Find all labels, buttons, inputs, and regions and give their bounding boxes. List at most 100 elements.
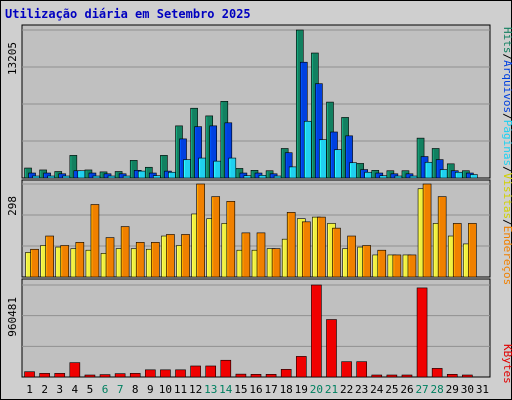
- bar-endereços-day-14: [226, 201, 236, 278]
- bar-kbytes-day-18: [280, 369, 292, 378]
- x-tick-day-13: 13: [204, 383, 217, 396]
- bar-páginas-day-7: [122, 175, 131, 179]
- bar-kbytes-day-29: [446, 374, 458, 378]
- bar-kbytes-day-4: [69, 362, 81, 378]
- bar-endereços-day-24: [377, 249, 387, 278]
- bar-páginas-day-25: [394, 175, 403, 179]
- bar-páginas-day-16: [258, 175, 267, 179]
- y-max-label: 960481: [6, 297, 19, 337]
- legend-entry: Visitas: [501, 173, 512, 219]
- bar-páginas-day-20: [319, 139, 327, 179]
- bar-arquivos-day-13: [209, 125, 218, 179]
- bar-kbytes-day-14: [220, 359, 232, 378]
- bar-páginas-day-12: [198, 157, 206, 179]
- bar-endereços-day-21: [332, 227, 341, 278]
- plot-area-1: [21, 24, 491, 179]
- x-tick-day-22: 22: [340, 383, 353, 396]
- bar-páginas-day-6: [107, 175, 116, 179]
- legend-top: Hits/Arquivos/Páginas/Visitas/Endereços: [501, 27, 512, 285]
- x-tick-day-31: 31: [476, 383, 489, 396]
- bar-hits-day-4: [69, 155, 78, 179]
- bar-endereços-day-8: [135, 242, 145, 278]
- x-tick-day-1: 1: [26, 383, 33, 396]
- bar-endereços-day-30: [468, 223, 477, 278]
- legend-entry: /: [501, 113, 512, 120]
- y-max-label: 298: [6, 196, 19, 216]
- x-tick-day-8: 8: [132, 383, 139, 396]
- bar-páginas-day-28: [439, 169, 448, 179]
- bar-arquivos-day-18: [284, 152, 293, 179]
- bar-arquivos-day-22: [345, 135, 353, 179]
- bar-endereços-day-10: [166, 234, 175, 278]
- bar-arquivos-day-11: [179, 138, 187, 179]
- bar-páginas-day-1: [32, 175, 40, 179]
- x-tick-day-21: 21: [325, 383, 338, 396]
- bar-kbytes-day-3: [54, 373, 66, 378]
- x-tick-day-23: 23: [355, 383, 368, 396]
- bar-páginas-day-9: [153, 175, 161, 179]
- bar-kbytes-day-8: [129, 373, 141, 378]
- bar-kbytes-day-17: [265, 374, 277, 378]
- bar-páginas-day-3: [62, 175, 71, 179]
- bar-kbytes-day-11: [175, 369, 186, 378]
- bar-endereços-day-29: [452, 223, 462, 278]
- bar-endereços-day-1: [30, 248, 39, 278]
- bar-kbytes-day-25: [386, 374, 398, 378]
- bar-arquivos-day-1: [28, 172, 36, 179]
- bar-páginas-day-10: [168, 171, 176, 179]
- bar-endereços-day-16: [256, 232, 266, 278]
- bar-endereços-day-22: [347, 235, 356, 278]
- x-tick-day-27: 27: [415, 383, 428, 396]
- bar-endereços-day-7: [120, 226, 130, 278]
- bar-kbytes-day-13: [205, 365, 217, 378]
- x-tick-day-6: 6: [102, 383, 109, 396]
- bar-endereços-day-2: [45, 235, 54, 278]
- bar-kbytes-day-1: [24, 371, 35, 378]
- x-tick-day-4: 4: [72, 383, 79, 396]
- bar-páginas-day-17: [273, 175, 282, 179]
- bar-endereços-day-18: [286, 212, 296, 278]
- bar-kbytes-day-7: [114, 373, 126, 378]
- bar-endereços-day-27: [422, 183, 432, 278]
- bar-hits-day-10: [160, 155, 168, 179]
- x-tick-day-20: 20: [310, 383, 323, 396]
- bar-arquivos-day-14: [224, 122, 233, 179]
- x-tick-day-28: 28: [431, 383, 444, 396]
- x-tick-day-7: 7: [117, 383, 124, 396]
- bar-páginas-day-4: [77, 170, 86, 179]
- bar-kbytes-day-22: [341, 361, 352, 378]
- legend-entry: /: [501, 219, 512, 226]
- x-tick-day-15: 15: [234, 383, 247, 396]
- legend-entry: Hits: [501, 27, 512, 54]
- legend-entry: /: [501, 166, 512, 173]
- legend-entry: /: [501, 54, 512, 61]
- x-tick-day-5: 5: [87, 383, 94, 396]
- bar-endereços-day-28: [437, 196, 447, 278]
- bar-kbytes-day-2: [39, 373, 50, 378]
- x-tick-day-26: 26: [400, 383, 413, 396]
- bar-páginas-day-21: [334, 149, 342, 179]
- bar-páginas-day-26: [409, 175, 418, 179]
- bar-páginas-day-14: [228, 157, 237, 179]
- bar-kbytes-day-28: [431, 368, 443, 378]
- bar-endereços-day-19: [301, 221, 311, 278]
- bar-endereços-day-12: [196, 183, 205, 278]
- bar-endereços-day-17: [271, 248, 281, 278]
- bar-endereços-day-15: [241, 232, 251, 278]
- legend-entry: Arquivos: [501, 60, 512, 113]
- bar-kbytes-day-9: [145, 369, 156, 378]
- x-tick-day-2: 2: [41, 383, 48, 396]
- bar-endereços-day-4: [75, 242, 85, 278]
- legend-kbytes: KBytes: [501, 344, 512, 384]
- bar-hits-day-8: [129, 160, 138, 179]
- bar-kbytes-day-16: [250, 374, 262, 378]
- x-tick-day-10: 10: [159, 383, 172, 396]
- bar-páginas-day-29: [454, 171, 463, 179]
- bar-kbytes-day-20: [311, 284, 322, 378]
- x-tick-day-3: 3: [56, 383, 63, 396]
- bar-kbytes-day-23: [356, 361, 367, 378]
- y-max-label: 13205: [6, 42, 19, 75]
- bar-kbytes-day-6: [99, 374, 111, 378]
- bar-kbytes-day-26: [401, 374, 413, 378]
- bar-kbytes-day-27: [416, 287, 428, 378]
